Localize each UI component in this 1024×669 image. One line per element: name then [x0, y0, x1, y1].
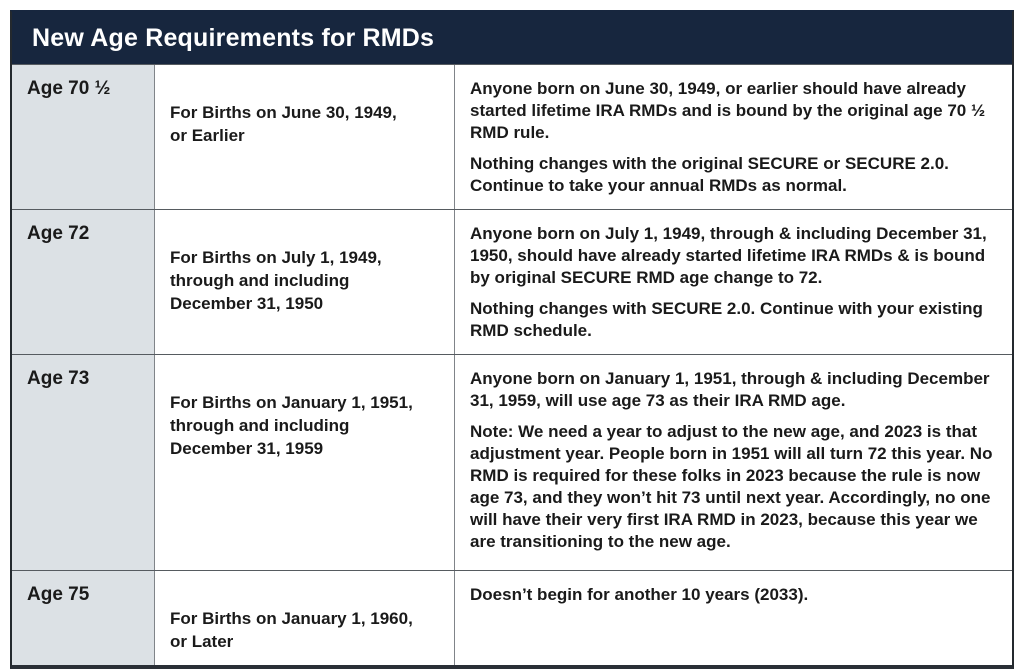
age-cell: Age 70 ½	[12, 65, 155, 209]
details-cell: Anyone born on June 30, 1949, or earlier…	[455, 65, 1012, 209]
details-cell: Doesn’t begin for another 10 years (2033…	[455, 571, 1012, 665]
birth-range-text: For Births on June 30, 1949, or Earlier	[170, 103, 397, 145]
table-title: New Age Requirements for RMDs	[32, 23, 435, 52]
rmd-age-table: New Age Requirements for RMDs Age 70 ½ F…	[10, 10, 1014, 669]
table-title-bar: New Age Requirements for RMDs	[12, 12, 1012, 64]
age-label: Age 73	[27, 368, 90, 389]
birth-range-cell: For Births on January 1, 1960, or Later	[155, 571, 455, 665]
age-cell: Age 75	[12, 571, 155, 665]
birth-range-text: For Births on January 1, 1960, or Later	[170, 609, 413, 651]
table-row-age-75: Age 75 For Births on January 1, 1960, or…	[12, 570, 1012, 665]
age-label: Age 70 ½	[27, 78, 111, 99]
details-paragraph: Anyone born on January 1, 1951, through …	[470, 369, 990, 410]
details-paragraph: Anyone born on July 1, 1949, through & i…	[470, 224, 987, 287]
details-paragraph: Note: We need a year to adjust to the ne…	[470, 422, 993, 551]
age-label: Age 75	[27, 584, 90, 605]
birth-range-cell: For Births on June 30, 1949, or Earlier	[155, 65, 455, 209]
page: New Age Requirements for RMDs Age 70 ½ F…	[10, 10, 1014, 669]
birth-range-text: For Births on January 1, 1951, through a…	[170, 393, 413, 458]
details-cell: Anyone born on July 1, 1949, through & i…	[455, 210, 1012, 354]
age-label: Age 72	[27, 223, 90, 244]
table-row-age-72: Age 72 For Births on July 1, 1949, throu…	[12, 209, 1012, 354]
details-paragraph: Anyone born on June 30, 1949, or earlier…	[470, 79, 986, 142]
birth-range-cell: For Births on July 1, 1949, through and …	[155, 210, 455, 354]
table-row-age-73: Age 73 For Births on January 1, 1951, th…	[12, 354, 1012, 570]
details-paragraph: Nothing changes with the original SECURE…	[470, 154, 949, 195]
table-row-age-70-half: Age 70 ½ For Births on June 30, 1949, or…	[12, 64, 1012, 209]
details-paragraph: Nothing changes with SECURE 2.0. Continu…	[470, 299, 983, 340]
age-cell: Age 73	[12, 355, 155, 570]
birth-range-cell: For Births on January 1, 1951, through a…	[155, 355, 455, 570]
details-cell: Anyone born on January 1, 1951, through …	[455, 355, 1012, 570]
age-cell: Age 72	[12, 210, 155, 354]
birth-range-text: For Births on July 1, 1949, through and …	[170, 248, 382, 313]
details-paragraph: Doesn’t begin for another 10 years (2033…	[470, 585, 809, 604]
